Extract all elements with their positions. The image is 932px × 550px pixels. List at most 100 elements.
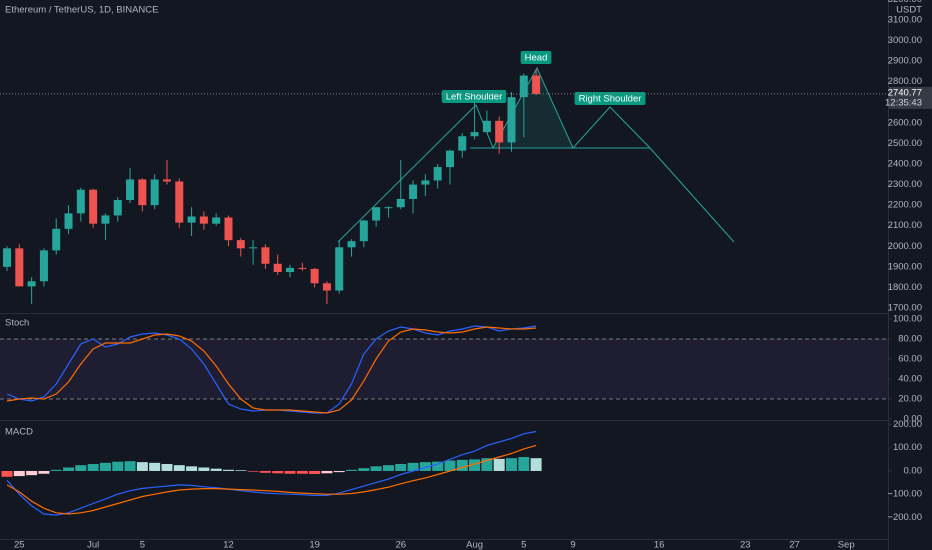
candle-body	[175, 181, 184, 223]
candle-body	[384, 207, 393, 209]
macd-histogram-bar	[382, 465, 394, 471]
pattern-label-box	[520, 51, 552, 64]
macd-histogram-bar	[370, 466, 382, 471]
candle-body	[249, 247, 258, 249]
candle-body	[507, 97, 516, 143]
x-tick-label: 27	[789, 540, 800, 550]
macd-histogram-bar	[210, 468, 222, 471]
head-and-shoulders-drawing: Left Shoulder Head Right Shoulder	[337, 51, 735, 243]
macd-histogram-bar	[38, 470, 50, 474]
macd-histogram-bar	[26, 470, 38, 476]
macd-histogram-bar	[395, 463, 407, 471]
macd-histogram-bar	[518, 457, 530, 471]
macd-histogram-bar	[259, 470, 271, 473]
indicator-title: Stoch	[5, 318, 29, 329]
x-tick-label: 25	[14, 540, 25, 550]
macd-histogram-bar	[222, 469, 234, 471]
stoch-band	[0, 339, 888, 399]
x-tick-label: 16	[654, 540, 665, 550]
macd-histogram-bar	[481, 458, 493, 471]
candle-body	[236, 240, 245, 249]
y-tick-label: 100.00	[893, 442, 922, 453]
y-tick-label: 1900.00	[888, 261, 922, 272]
y-tick-label: 2400.00	[888, 159, 922, 170]
candle-body	[421, 180, 430, 185]
y-tick-label: 100.00	[893, 314, 922, 325]
y-tick-label: 40.00	[898, 374, 922, 385]
candle-body	[482, 120, 491, 133]
x-tick-label: Jul	[87, 540, 99, 550]
candle-body	[224, 217, 233, 241]
y-tick-label: 3200.00	[888, 0, 922, 5]
macd-histogram-bar	[63, 467, 75, 471]
candle-body	[150, 179, 159, 206]
candle-body	[138, 179, 147, 206]
y-tick-label: 2000.00	[888, 241, 922, 252]
macd-histogram-bar	[235, 470, 247, 471]
y-tick-label: 2800.00	[888, 76, 922, 87]
macd-histogram-bar	[419, 462, 431, 471]
y-tick-label: 3100.00	[888, 15, 922, 26]
candle-body	[495, 120, 504, 143]
indicator-line	[6, 444, 537, 515]
macd-histogram-bar	[530, 458, 542, 471]
y-tick-label: 1800.00	[888, 282, 922, 293]
y-tick-label: 2900.00	[888, 56, 922, 67]
y-tick-label: 2600.00	[888, 117, 922, 128]
candle-body	[3, 248, 12, 267]
last-price-label: 2740.77	[888, 87, 922, 98]
candle-body	[101, 215, 110, 224]
x-tick-label: 5	[140, 540, 145, 550]
y-tick-label: 2300.00	[888, 179, 922, 190]
macd-histogram-bar	[469, 459, 481, 471]
macd-histogram-bar	[136, 462, 148, 471]
macd-histogram-bar	[333, 470, 345, 473]
macd-histogram-bar	[407, 462, 419, 471]
x-tick-label: 19	[309, 540, 320, 550]
candle-body	[261, 247, 270, 264]
macd-histogram-bar	[321, 470, 333, 474]
candle-body	[39, 250, 48, 282]
macd-histogram-bar	[444, 460, 456, 471]
y-tick-label: 80.00	[898, 334, 922, 345]
last-price-box	[889, 86, 932, 109]
candle-body	[286, 267, 295, 273]
macd-histogram-bar	[309, 470, 321, 474]
pattern-label: Head	[525, 53, 548, 64]
candle-body	[310, 268, 319, 284]
candle-body	[347, 241, 356, 248]
y-tick-label: 2200.00	[888, 200, 922, 211]
macd-histogram-bar	[296, 470, 308, 474]
pattern-label-box	[441, 90, 507, 103]
candle-body	[335, 247, 344, 291]
y-tick-label: 3000.00	[888, 35, 922, 46]
x-tick-label: 12	[223, 540, 234, 550]
macd-histogram-bar	[161, 463, 173, 471]
candle-body	[64, 213, 73, 229]
x-tick-label: 23	[740, 540, 751, 550]
candle-body	[212, 217, 221, 224]
currency-label: USDT	[896, 5, 922, 16]
candle-body	[89, 189, 98, 224]
macd-histogram-bar	[50, 469, 62, 471]
pattern-label: Right Shoulder	[579, 94, 642, 105]
candle-body	[519, 75, 528, 98]
macd-histogram-bar	[149, 462, 161, 471]
candle-body	[458, 136, 467, 151]
candle-body	[126, 179, 135, 201]
candle-body	[445, 150, 454, 168]
candle-body	[76, 189, 85, 214]
y-tick-label: −200.00	[887, 512, 922, 523]
candle-body	[322, 283, 331, 291]
macd-histogram-bar	[173, 465, 185, 471]
y-tick-label: 1700.00	[888, 303, 922, 314]
indicator-title: MACD	[5, 427, 33, 438]
y-tick-label: −100.00	[887, 489, 922, 500]
y-tick-label: 2500.00	[888, 138, 922, 149]
symbol-title: Ethereum / TetherUS, 1D, BINANCE	[5, 5, 158, 16]
x-tick-label: Sep	[838, 540, 855, 550]
candle-body	[113, 200, 122, 216]
candle-body	[27, 281, 36, 287]
macd-histogram-bar	[272, 470, 284, 474]
